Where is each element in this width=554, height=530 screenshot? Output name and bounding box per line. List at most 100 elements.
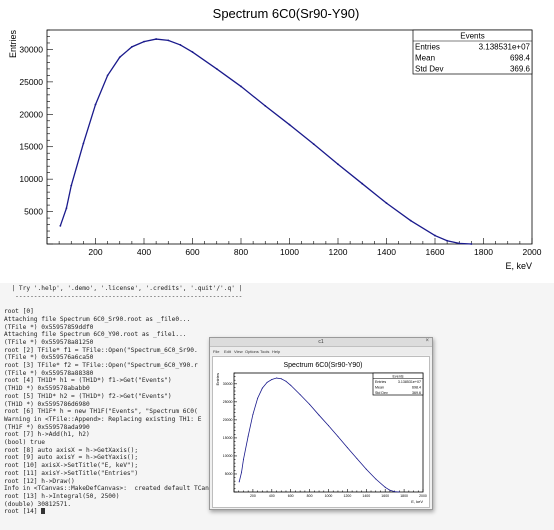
window-titlebar[interactable]: c1 × <box>210 338 432 347</box>
data-point <box>285 380 287 382</box>
x-tick-label: 400 <box>137 247 151 257</box>
terminal-cursor <box>41 508 46 515</box>
terminal-line: (bool) true <box>4 439 45 446</box>
terminal-line: (TH1F *) 0x559578ada990 <box>4 423 90 431</box>
data-point <box>155 38 158 40</box>
data-point <box>271 378 273 380</box>
stats-value: 3.138531e+07 <box>479 43 531 52</box>
stats-header: Events <box>393 374 404 378</box>
stats-value: 369.6 <box>412 391 421 395</box>
x-tick-label: 1600 <box>426 247 445 257</box>
data-point <box>191 51 194 53</box>
root-canvas-window[interactable]: c1 × File Edit View Options Tools Help Spectr… <box>209 337 433 510</box>
data-point <box>94 103 97 106</box>
chart-title: Spectrum 6C0(Sr90-Y90) <box>213 6 360 21</box>
data-point <box>337 163 339 166</box>
terminal-line: (TH1D *) 0x5595786d6980 <box>4 400 90 408</box>
data-point <box>252 413 254 415</box>
stats-box <box>412 29 533 75</box>
data-point <box>290 384 292 386</box>
window-title: c1 <box>318 339 324 345</box>
data-point <box>70 184 73 187</box>
x-tick-label: 800 <box>307 494 313 498</box>
data-point <box>384 486 386 488</box>
data-point <box>409 219 412 222</box>
x-tick-label: 400 <box>269 494 275 498</box>
x-tick-label: 200 <box>250 494 256 498</box>
terminal-line: root [6] TH1F* h = new TH1F("Events", "S… <box>4 408 198 416</box>
data-point <box>361 182 364 185</box>
data-point <box>266 381 268 383</box>
terminal-line: root [5] TH1D* h2 = (TH1D*) f2->Get("Eve… <box>4 392 172 400</box>
y-axis-title: Entries <box>8 30 18 59</box>
data-point <box>389 489 391 491</box>
data-point <box>398 491 400 493</box>
terminal-line: (TFile *) 0x559578a81250 <box>4 338 94 346</box>
data-point <box>257 397 259 399</box>
data-point <box>328 425 329 427</box>
terminal-line: | Try '.help', '.demo', '.license', '.cr… <box>4 285 243 292</box>
x-tick-label: 1000 <box>280 247 299 257</box>
x-tick-label: 600 <box>288 494 294 498</box>
data-point <box>82 142 85 145</box>
x-tick-label: 1800 <box>474 247 493 257</box>
terminal-line: Attaching file Spectrum 6C0_Y90.root as … <box>4 331 187 339</box>
y-tick-label: 25000 <box>19 77 43 87</box>
stats-label: Std Dev <box>415 65 443 74</box>
y-tick-label: 20000 <box>223 418 233 422</box>
x-axis-title: E, keV <box>411 499 423 504</box>
terminal-line: Attaching file Spectrum 6C0_Sr90.root as… <box>4 315 191 323</box>
stats-value: 698.4 <box>510 54 531 63</box>
y-tick-label: 10000 <box>223 454 233 458</box>
terminal-line: root [12] h->Draw() <box>4 477 75 485</box>
menu-item-help[interactable]: Help <box>272 349 281 354</box>
y-tick-label: 15000 <box>223 436 233 440</box>
stats-label: Mean <box>415 54 435 63</box>
menu-item-options[interactable]: Options <box>245 349 259 354</box>
x-tick-label: 1600 <box>381 494 389 498</box>
data-point <box>309 403 311 405</box>
data-point <box>130 45 133 48</box>
data-point <box>118 56 121 59</box>
data-point <box>59 224 62 227</box>
terminal-line: root [2] TFile* f1 = TFile::Open("Spectr… <box>4 346 198 354</box>
data-point <box>242 459 244 461</box>
data-point <box>179 44 182 46</box>
data-point <box>247 435 249 437</box>
data-point <box>470 243 473 245</box>
window-menubar: File Edit View Options Tools Help <box>210 347 432 355</box>
x-axis-title: E, keV <box>505 261 532 271</box>
close-icon[interactable]: × <box>425 338 429 344</box>
x-tick-label: 1000 <box>325 494 333 498</box>
terminal-line: (TFile *) 0x559576a6ca50 <box>4 354 94 362</box>
data-point <box>434 234 436 237</box>
data-point <box>264 104 267 107</box>
menu-item-file[interactable]: File <box>213 349 220 354</box>
data-point <box>318 414 320 416</box>
data-point <box>280 378 282 380</box>
menu-item-tools[interactable]: Tools <box>260 349 270 354</box>
menu-item-edit[interactable]: Edit <box>224 349 231 354</box>
stats-value: 3.138531e+07 <box>398 380 421 384</box>
menu-item-view[interactable]: View <box>234 349 243 354</box>
data-point <box>241 471 243 473</box>
y-tick-label: 15000 <box>19 142 43 152</box>
terminal-line: root [9] auto axisY = h->GetYaxis(); <box>4 454 139 462</box>
terminal-line: root [4] TH1D* h1 = (TH1D*) f1->Get("Eve… <box>4 377 172 385</box>
stats-label: Std Dev <box>375 391 388 395</box>
data-point <box>458 242 461 245</box>
mini-canvas[interactable]: Spectrum 6C0(Sr90-Y90) 200 400 600 800 1000 12… <box>212 356 430 508</box>
mini-chart-svg: Spectrum 6C0(Sr90-Y90) 200 400 600 800 1000 12… <box>215 362 427 504</box>
x-tick-label: 1200 <box>329 247 348 257</box>
data-point <box>106 74 109 77</box>
terminal-line: (double) 30812571. <box>4 500 72 508</box>
data-point <box>276 377 278 379</box>
terminal-line: root [14] <box>4 508 46 515</box>
terminal-line: root [10] axisX->SetTitle("E, keV"); <box>4 462 139 470</box>
y-tick-label: 10000 <box>19 174 43 184</box>
x-tick-label: 2000 <box>523 247 542 257</box>
spectrum-plot: Spectrum 6C0(Sr90-Y90) 200 400 600 800 1000 12… <box>8 6 542 271</box>
terminal-line: root [0] <box>4 308 34 316</box>
terminal-line: root [11] axisY->SetTitle("Entries") <box>4 469 139 477</box>
x-tick-label: 1400 <box>377 247 396 257</box>
